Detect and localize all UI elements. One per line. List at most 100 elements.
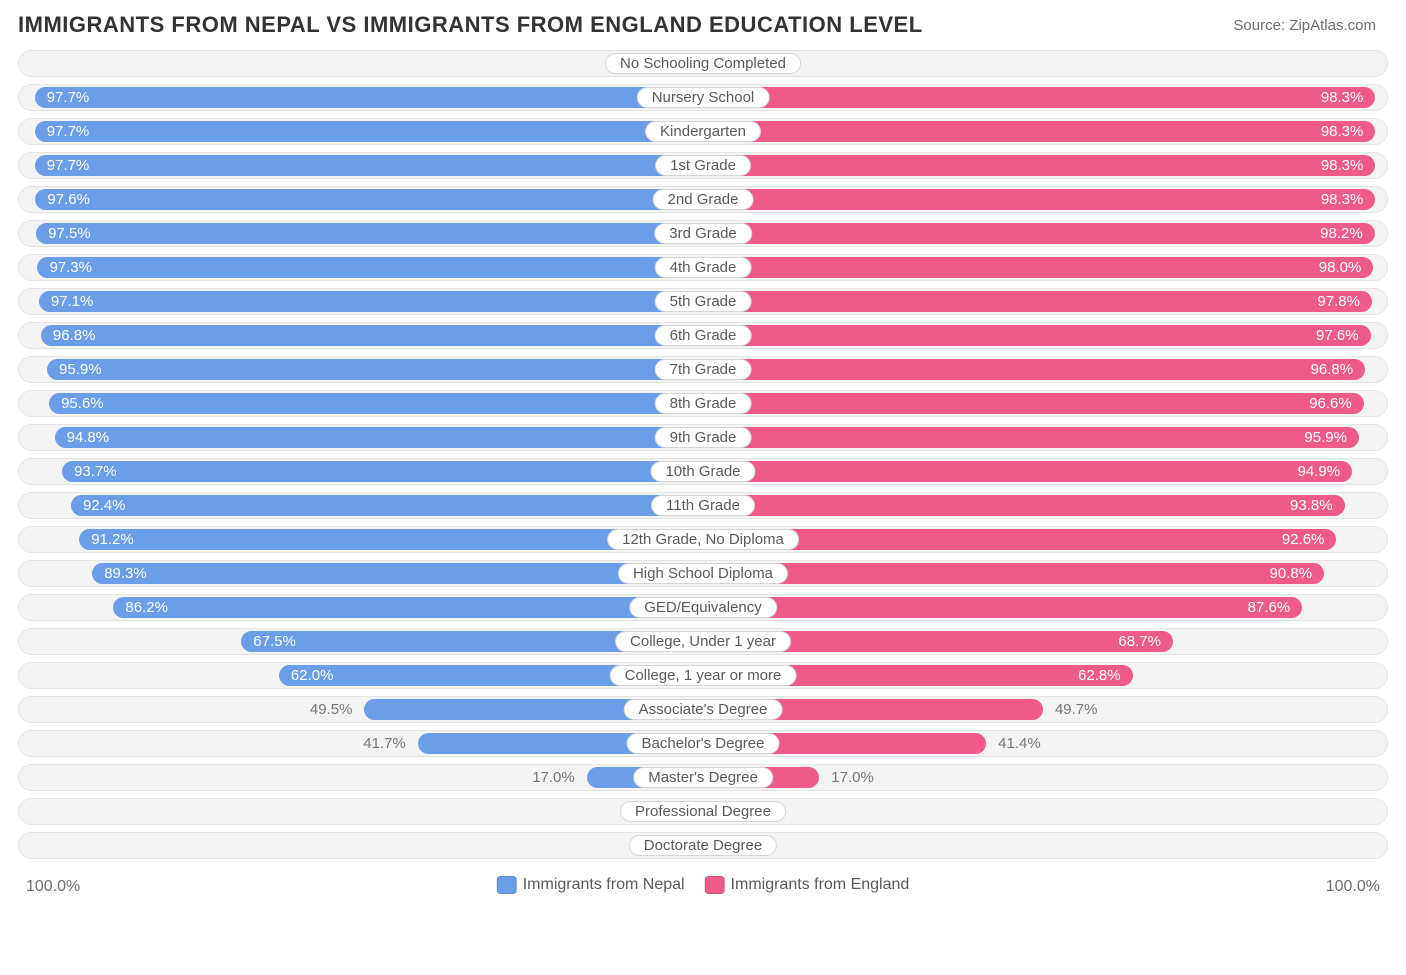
value-label-left: 86.2% — [113, 595, 180, 622]
bar-left — [92, 563, 703, 584]
chart-row: 97.7%98.3%1st Grade — [18, 152, 1388, 179]
bar-track: 62.0%62.8%College, 1 year or more — [18, 662, 1388, 689]
bar-track: 97.3%98.0%4th Grade — [18, 254, 1388, 281]
chart-row: 95.6% 96.6% 8th Grade — [18, 390, 1388, 417]
value-label-left: 95.6% — [49, 391, 116, 418]
legend-label-left: Immigrants from Nepal — [523, 876, 685, 894]
bar-track: 97.7%98.3%Nursery School — [18, 84, 1388, 111]
value-label-right: 98.3% — [1309, 85, 1376, 112]
chart-row: 96.8%97.6%6th Grade — [18, 322, 1388, 349]
chart-row: 92.4%93.8%11th Grade — [18, 492, 1388, 519]
value-label-right: 90.8% — [1258, 561, 1325, 588]
bar-left — [47, 359, 703, 380]
category-label: Doctorate Degree — [629, 835, 777, 856]
bar-track: 86.2% 87.6% GED/Equivalency — [18, 594, 1388, 621]
value-label-right: 62.8% — [1066, 663, 1133, 690]
value-label-left: 41.7% — [351, 731, 418, 758]
bar-track: 94.8%95.9%9th Grade — [18, 424, 1388, 451]
chart-footer: 100.0% Immigrants from Nepal Immigrants … — [18, 876, 1388, 906]
legend-item-right: Immigrants from England — [705, 876, 910, 894]
chart-row: 97.5%98.2%3rd Grade — [18, 220, 1388, 247]
bar-track: 41.7% 41.4% Bachelor's Degree — [18, 730, 1388, 757]
value-label-right: 96.6% — [1297, 391, 1364, 418]
chart-row: 2.3%1.7%No Schooling Completed — [18, 50, 1388, 77]
bar-track: 92.4%93.8%11th Grade — [18, 492, 1388, 519]
value-label-right: 96.8% — [1299, 357, 1366, 384]
bar-right — [703, 325, 1371, 346]
chart-row: 97.3%98.0%4th Grade — [18, 254, 1388, 281]
value-label-left: 67.5% — [241, 629, 308, 656]
value-label-left: 97.6% — [35, 187, 102, 214]
category-label: Professional Degree — [620, 801, 786, 822]
bar-left — [113, 597, 703, 618]
value-label-left: 97.7% — [35, 119, 102, 146]
value-label-right: 68.7% — [1106, 629, 1173, 656]
value-label-left: 92.4% — [71, 493, 138, 520]
category-label: 5th Grade — [655, 291, 752, 312]
chart-row: 49.5%49.7%Associate's Degree — [18, 696, 1388, 723]
value-label-right: 92.6% — [1270, 527, 1337, 554]
category-label: 7th Grade — [655, 359, 752, 380]
bar-track: 96.8%97.6%6th Grade — [18, 322, 1388, 349]
category-label: Kindergarten — [645, 121, 761, 142]
source-name: ZipAtlas.com — [1289, 17, 1376, 34]
bar-left — [36, 223, 703, 244]
chart-row: 4.8%5.3%Professional Degree — [18, 798, 1388, 825]
bar-right — [703, 223, 1375, 244]
value-label-right: 17.0% — [819, 765, 886, 792]
bar-left — [39, 291, 703, 312]
value-label-left: 93.7% — [62, 459, 129, 486]
legend-swatch-right — [705, 876, 725, 894]
source-prefix: Source: — [1233, 17, 1289, 34]
chart-rows: 2.3%1.7%No Schooling Completed97.7%98.3%… — [0, 46, 1406, 874]
legend-label-right: Immigrants from England — [731, 876, 910, 894]
value-label-right: 94.9% — [1286, 459, 1353, 486]
bar-left — [35, 87, 703, 108]
bar-track: 95.9%96.8%7th Grade — [18, 356, 1388, 383]
value-label-left: 97.5% — [36, 221, 103, 248]
axis-max-right: 100.0% — [1326, 878, 1380, 896]
category-label: GED/Equivalency — [629, 597, 777, 618]
value-label-left: 97.7% — [35, 153, 102, 180]
category-label: Associate's Degree — [624, 699, 783, 720]
bar-track: 4.8%5.3%Professional Degree — [18, 798, 1388, 825]
chart-row: 89.3%90.8%High School Diploma — [18, 560, 1388, 587]
value-label-left: 97.7% — [35, 85, 102, 112]
value-label-left: 91.2% — [79, 527, 146, 554]
bar-right — [703, 87, 1375, 108]
category-label: 9th Grade — [655, 427, 752, 448]
bar-track: 91.2%92.6%12th Grade, No Diploma — [18, 526, 1388, 553]
category-label: No Schooling Completed — [605, 53, 801, 74]
source-attribution: Source: ZipAtlas.com — [1233, 17, 1376, 34]
value-label-right: 41.4% — [986, 731, 1053, 758]
bar-left — [55, 427, 703, 448]
value-label-left: 97.3% — [37, 255, 104, 282]
chart-row: 67.5%68.7%College, Under 1 year — [18, 628, 1388, 655]
category-label: 11th Grade — [651, 495, 755, 516]
value-label-right: 98.3% — [1309, 187, 1376, 214]
header: IMMIGRANTS FROM NEPAL VS IMMIGRANTS FROM… — [0, 0, 1406, 46]
chart-row: 93.7% 94.9% 10th Grade — [18, 458, 1388, 485]
value-label-left: 94.8% — [55, 425, 122, 452]
bar-right — [703, 393, 1364, 414]
bar-left — [71, 495, 703, 516]
category-label: Master's Degree — [633, 767, 773, 788]
category-label: 3rd Grade — [654, 223, 752, 244]
bar-track: 89.3%90.8%High School Diploma — [18, 560, 1388, 587]
chart-row: 97.6% 98.3% 2nd Grade — [18, 186, 1388, 213]
category-label: 8th Grade — [655, 393, 752, 414]
bar-right — [703, 155, 1375, 176]
category-label: 2nd Grade — [653, 189, 754, 210]
bar-track: 49.5%49.7%Associate's Degree — [18, 696, 1388, 723]
bar-right — [703, 189, 1375, 210]
category-label: 4th Grade — [655, 257, 752, 278]
bar-left — [62, 461, 703, 482]
category-label: Bachelor's Degree — [627, 733, 780, 754]
bar-track: 95.6% 96.6% 8th Grade — [18, 390, 1388, 417]
bar-right — [703, 359, 1365, 380]
value-label-right: 87.6% — [1236, 595, 1303, 622]
category-label: 10th Grade — [650, 461, 755, 482]
bar-left — [49, 393, 703, 414]
category-label: 1st Grade — [655, 155, 751, 176]
bar-right — [703, 597, 1302, 618]
